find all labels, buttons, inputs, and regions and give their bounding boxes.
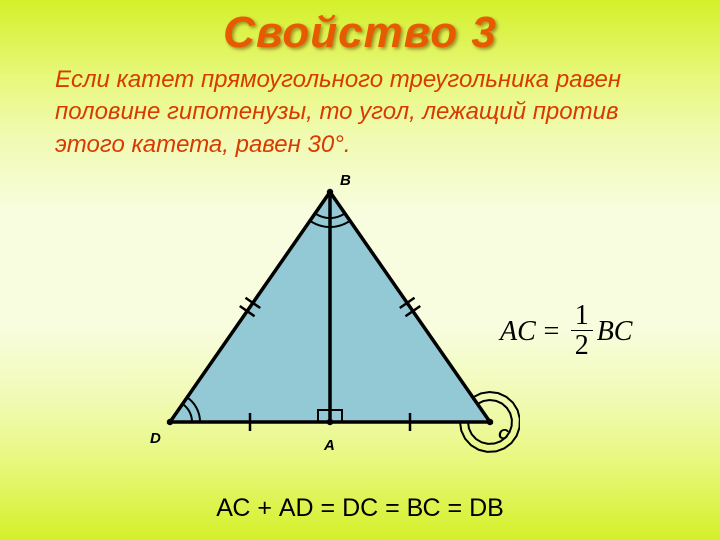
theorem-text: Если катет прямоугольного треугольника р… — [0, 58, 720, 161]
bottom-equation: АС + АD = DC = ВС = DВ — [0, 494, 720, 523]
triangle-diagram: В D А С — [140, 172, 520, 472]
label-A: А — [324, 437, 335, 454]
slide-title: Свойство 3 — [0, 0, 720, 58]
label-B: В — [340, 172, 351, 189]
formula-rhs: BC — [597, 316, 633, 348]
label-C: С — [498, 426, 509, 443]
formula-frac: 1 2 — [571, 302, 593, 362]
label-D: D — [150, 430, 161, 447]
triangle-svg — [140, 172, 520, 462]
formula-eq: = — [542, 316, 561, 348]
formula-den: 2 — [571, 331, 593, 362]
formula-lhs: AC — [500, 316, 536, 348]
formula-num: 1 — [571, 302, 593, 331]
formula: AC = 1 2 BC — [500, 302, 632, 362]
